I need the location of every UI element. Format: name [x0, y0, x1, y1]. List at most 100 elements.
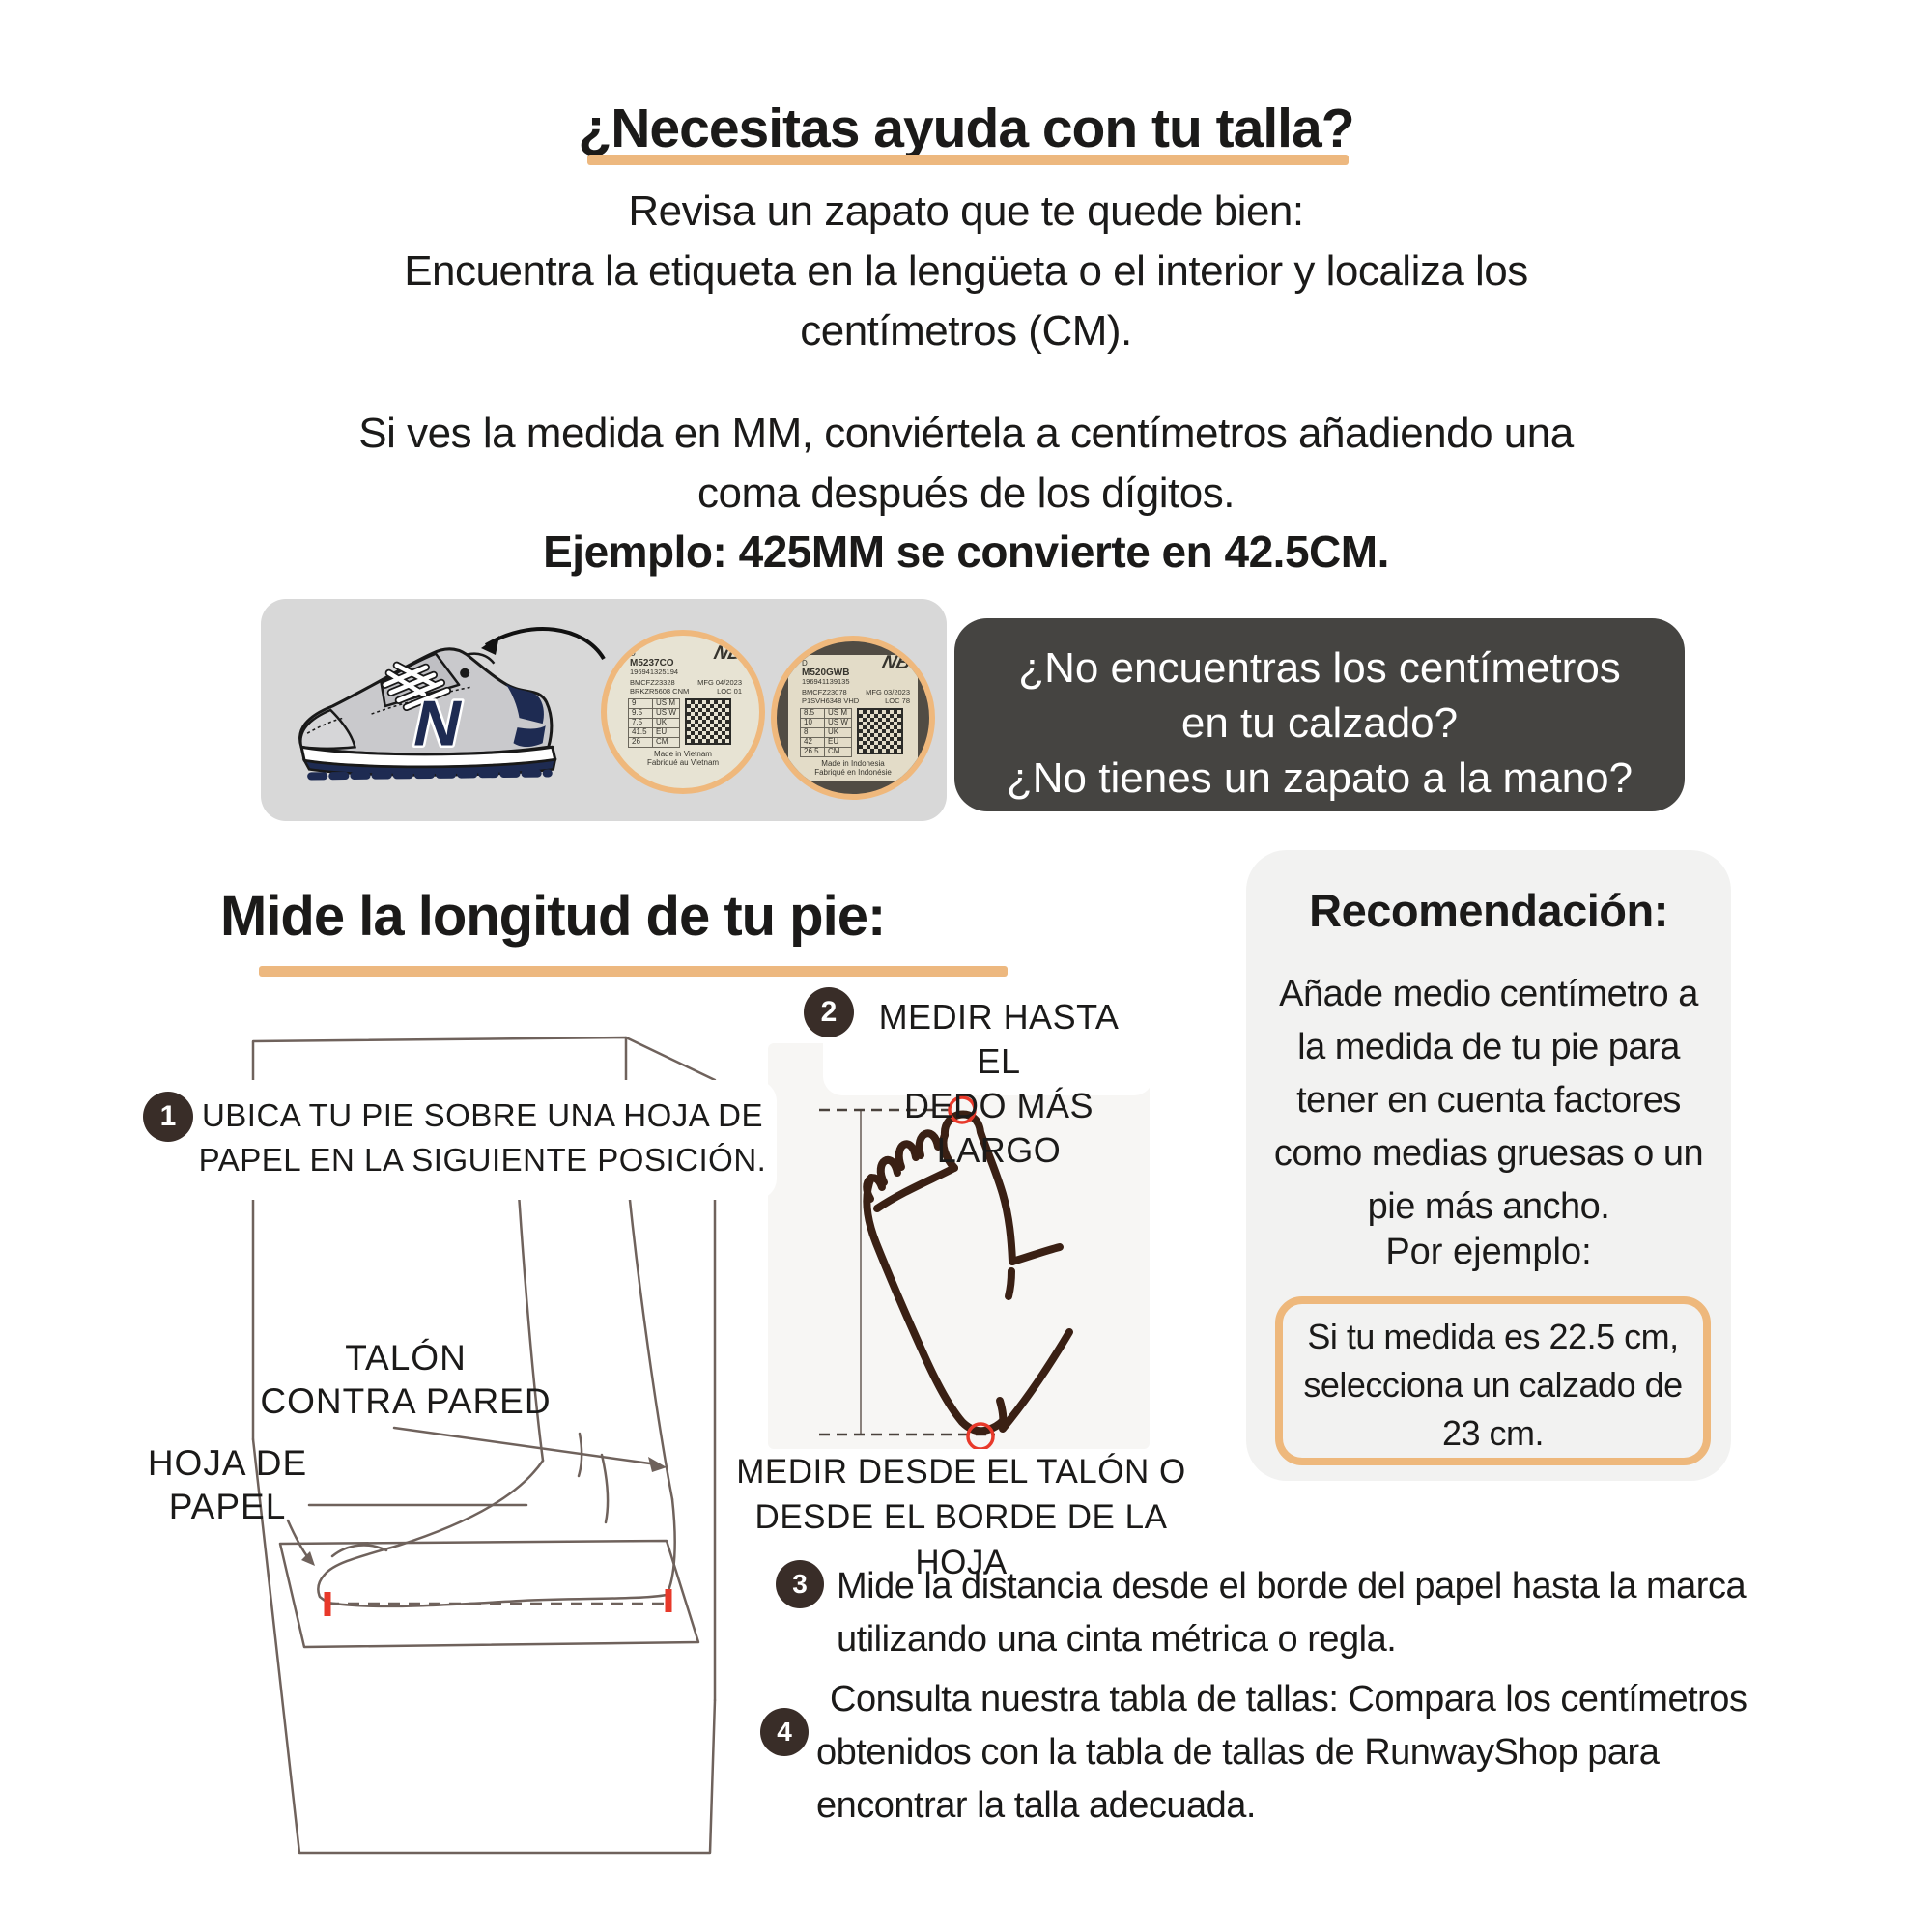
step-line: Mide la distancia desde el borde del pap…	[837, 1566, 1747, 1606]
shoe-label-content: D M5237CO 196941325194 NB BMCFZ23328 MFG …	[620, 642, 746, 779]
recommendation-example-box: Si tu medida es 22.5 cm, selecciona un c…	[1275, 1296, 1711, 1465]
label-code: BMCFZ23328	[630, 677, 675, 687]
label-mfg: MFG 03/2023	[866, 687, 910, 696]
intro-line: Encuentra la etiqueta en la lengüeta o e…	[404, 247, 1528, 295]
step-line: utilizando una cinta métrica o regla.	[837, 1619, 1397, 1660]
example-line: 23 cm.	[1441, 1413, 1545, 1453]
step-2-text: MEDIR HASTA EL DEDO MÁS LARGO	[854, 995, 1144, 1173]
sneaker-icon: N	[298, 647, 557, 781]
size-value: 26	[628, 736, 653, 748]
size-unit: EU	[824, 736, 852, 748]
question-line: en tu calzado?	[1180, 699, 1459, 747]
shoe-label-photo: D M5237CO 196941325194 NB BMCFZ23328 MFG …	[601, 630, 765, 794]
label-upc: 196941139135	[802, 677, 850, 686]
intro-line: Revisa un zapato que te quede bien:	[628, 187, 1304, 235]
size-unit: UK	[652, 717, 680, 728]
example-line: Si tu medida es 22.5 cm,	[1307, 1317, 1679, 1356]
step-line: obtenidos con la tabla de tallas de Runw…	[816, 1732, 1660, 1773]
conversion-example: Ejemplo: 425MM se convierte en 42.5CM.	[543, 526, 1389, 577]
caption-line: MEDIR DESDE EL TALÓN O	[736, 1453, 1186, 1491]
step-line: Consulta nuestra tabla de tallas: Compar…	[830, 1679, 1747, 1719]
intro-paragraph: Revisa un zapato que te quede bien: Encu…	[0, 182, 1932, 361]
step-1-callout	[137, 1080, 777, 1200]
shoe-label-content: D M520GWB 196941139135 NB BMCFZ23078 MFG …	[788, 652, 918, 781]
mm-conversion-paragraph: Si ves la medida en MM, conviértela a ce…	[0, 404, 1932, 524]
heel-against-wall-label: TALÓN CONTRA PARED	[251, 1336, 560, 1423]
body-line: la medida de tu pie para	[1297, 1027, 1680, 1067]
label-code: P1SVH6348 VHD	[802, 696, 860, 705]
step-line: DEDO MÁS LARGO	[903, 1086, 1094, 1170]
step-4-text: Consulta nuestra tabla de tallas: Compar…	[816, 1673, 1792, 1833]
step-line: UBICA TU PIE SOBRE UNA HOJA DE	[201, 1097, 764, 1133]
size-table: 9 US M 9.5 US W 7.5 UK 41.5 EU 26 CM	[628, 697, 680, 748]
intro-line: centímetros (CM).	[800, 307, 1132, 355]
step-1-badge: 1	[143, 1092, 193, 1142]
arrowhead-icon	[301, 1551, 315, 1566]
red-measure-mark	[324, 1589, 672, 1616]
size-unit: EU	[652, 726, 680, 738]
title-underline	[587, 155, 1349, 165]
recommendation-title: Recomendación:	[1309, 885, 1668, 936]
recommendation-body: Añade medio centímetro a la medida de tu…	[1246, 968, 1731, 1234]
size-unit: US M	[652, 697, 680, 709]
label-loc: LOC 78	[885, 696, 910, 705]
label-corner: D	[802, 659, 808, 668]
step-3-badge: 3	[776, 1560, 824, 1608]
mm-line: Si ves la medida en MM, conviértela a ce…	[358, 410, 1574, 457]
step-2-callout	[823, 987, 1153, 1095]
measure-section-heading: Mide la longitud de tu pie:	[220, 885, 886, 948]
no-centimeters-panel: ¿No encuentras los centímetros en tu cal…	[954, 618, 1685, 811]
label-code: BRKZR5608 CNM	[630, 687, 690, 696]
size-value: 7.5	[628, 717, 653, 728]
size-value: 26.5	[800, 746, 825, 757]
foot-against-wall-diagram	[251, 1036, 717, 1855]
question-line: ¿No tienes un zapato a la mano?	[1006, 754, 1634, 802]
body-line: como medias gruesas o un	[1273, 1133, 1704, 1174]
mm-line: coma después de los dígitos.	[697, 469, 1235, 517]
toe-marker-circle	[948, 1095, 977, 1124]
label-made-in: Made in Indonesia	[821, 758, 885, 768]
size-value: 8.5	[800, 707, 825, 719]
footprint-diagram	[819, 1095, 1073, 1449]
body-line: tener en cuenta factores	[1296, 1080, 1681, 1121]
size-unit: UK	[824, 726, 852, 738]
curved-arrow-icon	[481, 627, 606, 661]
size-unit: US M	[824, 707, 852, 719]
example-line: selecciona un calzado de	[1303, 1365, 1683, 1405]
datamatrix-code-icon	[856, 707, 903, 754]
label-mfg: MFG 04/2023	[697, 677, 742, 687]
size-unit: CM	[652, 736, 680, 748]
label-code: BMCFZ23078	[802, 687, 847, 696]
question-line: ¿No encuentras los centímetros	[1018, 644, 1621, 692]
svg-text:N: N	[408, 688, 469, 759]
label-made-in: Fabriqué au Vietnam	[646, 757, 720, 767]
step-1-text: UBICA TU PIE SOBRE UNA HOJA DE PAPEL EN …	[195, 1094, 770, 1182]
size-value: 8	[800, 726, 825, 738]
label-loc: LOC 01	[717, 687, 742, 696]
footprint-panel	[768, 1043, 1150, 1449]
shoe-label-photo: D M520GWB 196941139135 NB BMCFZ23078 MFG …	[771, 636, 935, 800]
step-line: encontrar la talla adecuada.	[816, 1785, 1257, 1826]
arrowhead-icon	[648, 1457, 667, 1472]
label-line: CONTRA PARED	[260, 1381, 552, 1421]
step-3-text: Mide la distancia desde el borde del pap…	[837, 1560, 1923, 1666]
page-title: ¿Necesitas ayuda con tu talla?	[578, 98, 1354, 160]
label-line: HOJA DE	[147, 1443, 308, 1483]
label-line: TALÓN	[345, 1338, 467, 1378]
size-value: 9.5	[628, 707, 653, 719]
body-line: Añade medio centímetro a	[1279, 974, 1698, 1014]
step-line: PAPEL EN LA SIGUIENTE POSICIÓN.	[198, 1142, 767, 1178]
size-value: 41.5	[628, 726, 653, 738]
label-made-in: Made in Vietnam	[654, 749, 712, 758]
shoe-label-panel: N D M5237CO 196941325194 NB BMCFZ23328 MF…	[261, 599, 947, 821]
datamatrix-code-icon	[684, 697, 731, 745]
nb-logo: NB	[879, 652, 914, 673]
label-corner: D	[630, 649, 636, 658]
step-2-badge: 2	[804, 987, 854, 1037]
label-model: M520GWB	[802, 667, 850, 678]
size-unit: US W	[652, 707, 680, 719]
size-unit: CM	[824, 746, 852, 757]
heel-marker-circle	[966, 1422, 995, 1449]
nb-logo: NB	[711, 642, 746, 664]
